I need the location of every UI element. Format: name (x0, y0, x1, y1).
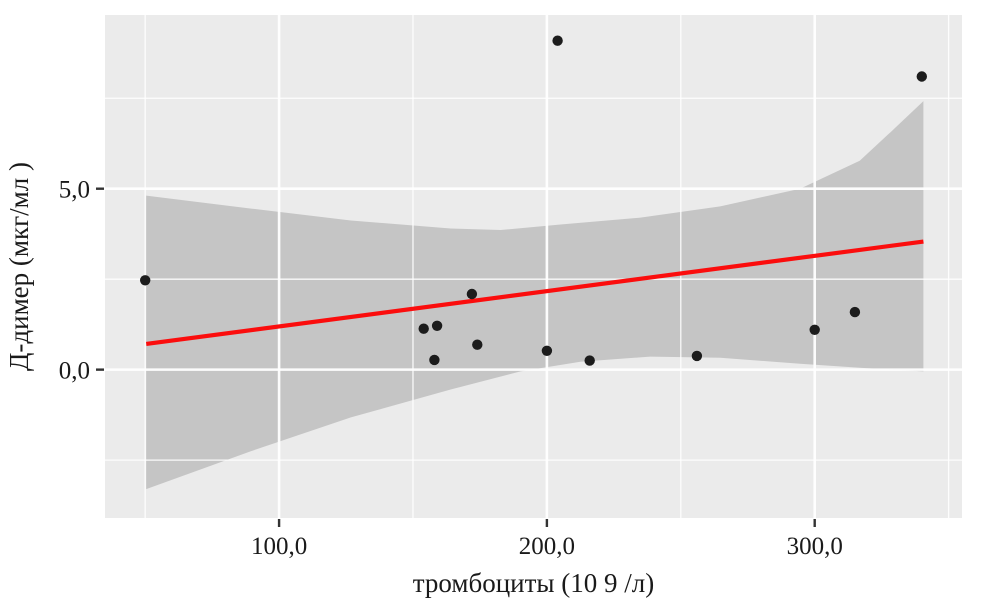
data-point (431, 320, 443, 331)
y-tick-label: 0,0 (59, 358, 90, 385)
data-point (541, 345, 553, 356)
regression-line (145, 239, 924, 347)
x-tick-label: 200,0 (519, 533, 575, 560)
data-point (140, 275, 151, 286)
data-point (691, 350, 703, 362)
data-point (809, 324, 820, 335)
data-point (552, 35, 563, 46)
x-tick-label: 300,0 (787, 533, 843, 560)
x-axis-title: тромбоциты (10 9 /л) (413, 568, 654, 598)
y-axis-title: Д-димер (мкг/мл ) (4, 162, 34, 371)
y-tick-label: 5,0 (59, 177, 90, 204)
data-point (849, 306, 861, 318)
data-point (472, 339, 483, 350)
data-point (466, 288, 478, 300)
confidence-band (146, 101, 924, 490)
data-point (418, 323, 429, 334)
x-tick-label: 100,0 (251, 533, 307, 560)
data-point (916, 71, 927, 82)
data-point (584, 355, 595, 366)
data-point (429, 354, 440, 366)
